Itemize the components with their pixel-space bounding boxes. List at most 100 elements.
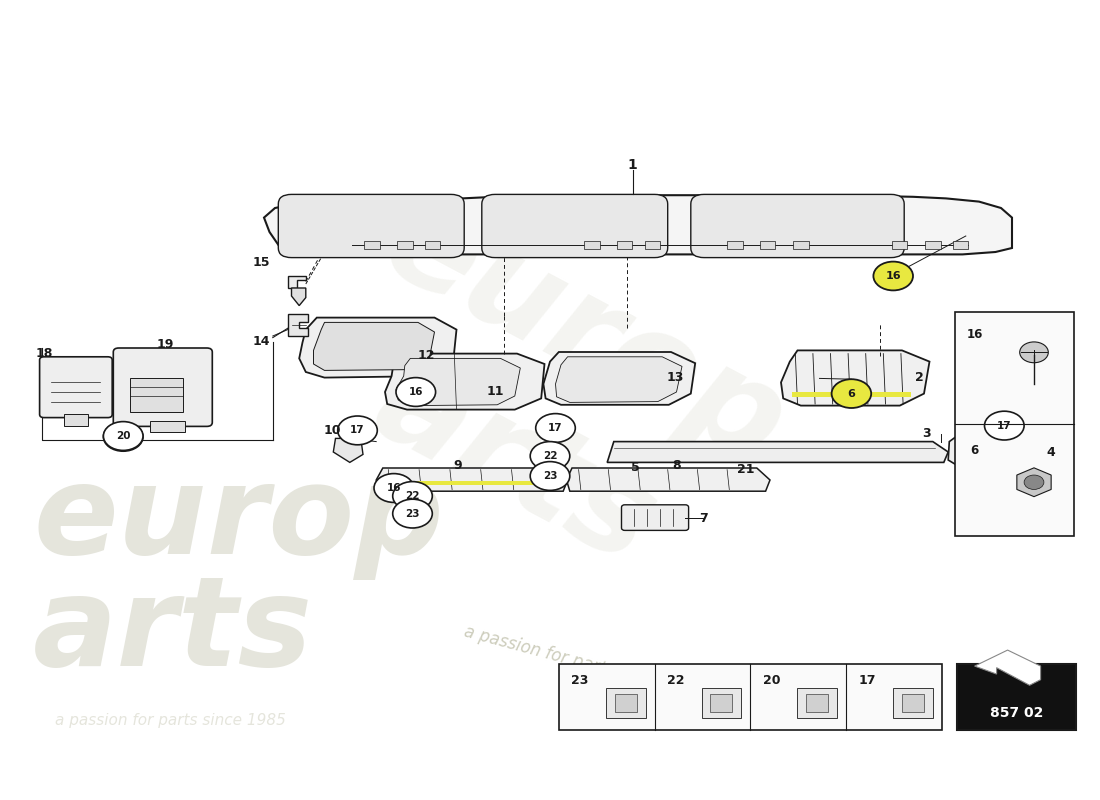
Circle shape [396,378,436,406]
Bar [792,392,911,397]
Polygon shape [607,442,948,462]
Text: 7: 7 [700,512,708,525]
Text: 8: 8 [672,459,681,472]
Text: 12: 12 [418,349,436,362]
Bar [617,241,632,249]
Text: 2: 2 [915,371,924,384]
Bar [892,241,907,249]
Bar [645,241,660,249]
Circle shape [103,422,143,450]
Circle shape [873,262,913,290]
FancyBboxPatch shape [621,505,689,530]
Bar [727,241,742,249]
Circle shape [103,422,143,451]
Bar [798,688,837,718]
Text: 1: 1 [628,158,637,172]
Bar [711,694,733,712]
Text: 23: 23 [405,509,420,518]
Bar [806,694,828,712]
FancyBboxPatch shape [482,194,668,258]
Text: 6: 6 [847,389,856,398]
Text: 6: 6 [970,444,979,458]
Text: 11: 11 [486,385,504,398]
Bar [957,664,1076,730]
Bar [64,414,88,426]
Bar [584,241,600,249]
Circle shape [530,462,570,490]
Polygon shape [314,322,435,370]
Text: 19: 19 [156,338,174,350]
Text: europ
arts: europ arts [294,178,806,622]
Polygon shape [292,288,306,306]
Bar [902,694,924,712]
Polygon shape [396,358,520,406]
Text: 22: 22 [405,491,420,501]
Polygon shape [702,476,757,488]
Text: 3: 3 [922,427,931,440]
Polygon shape [1016,468,1052,497]
Text: 22: 22 [667,674,684,687]
Text: 13: 13 [667,371,684,384]
Text: 17: 17 [350,426,365,435]
Text: 20: 20 [116,431,131,441]
Bar [893,688,933,718]
Text: a passion for parts since 1985: a passion for parts since 1985 [462,623,710,705]
Polygon shape [288,314,308,336]
Polygon shape [264,195,1012,254]
Bar [606,688,646,718]
FancyBboxPatch shape [278,194,464,258]
Circle shape [393,482,432,510]
Bar [955,312,1074,536]
Text: 20: 20 [116,432,131,442]
Text: 16: 16 [886,271,901,281]
Text: 23: 23 [571,674,588,687]
Circle shape [374,474,414,502]
Text: 9: 9 [453,459,462,472]
Text: 22: 22 [542,451,558,461]
Bar [364,241,380,249]
Polygon shape [376,468,568,491]
Bar [702,688,741,718]
Polygon shape [543,352,695,405]
Bar [793,241,808,249]
Text: a passion for parts since 1985: a passion for parts since 1985 [55,713,286,727]
Text: 17: 17 [548,423,563,433]
Circle shape [393,499,432,528]
Polygon shape [556,357,682,402]
Bar [381,481,557,485]
FancyBboxPatch shape [691,194,904,258]
Text: 20: 20 [762,674,780,687]
Circle shape [536,414,575,442]
Text: arts: arts [33,571,314,693]
Polygon shape [288,276,306,288]
Circle shape [984,411,1024,440]
Bar [397,241,412,249]
Bar [425,241,440,249]
Text: 17: 17 [997,421,1012,430]
Text: 14: 14 [253,335,271,348]
Bar [925,241,940,249]
Text: 23: 23 [542,471,558,481]
Polygon shape [385,354,544,410]
Text: 21: 21 [737,463,755,476]
Text: 16: 16 [386,483,402,493]
Text: 4: 4 [1046,446,1055,459]
Text: 17: 17 [858,674,876,687]
Polygon shape [640,474,682,486]
Text: 16: 16 [967,328,982,341]
Polygon shape [781,350,930,406]
Text: 10: 10 [323,424,341,437]
Text: 15: 15 [253,256,271,269]
Circle shape [1020,342,1048,362]
Polygon shape [333,438,363,462]
Bar [130,378,183,412]
Text: 857 02: 857 02 [990,706,1043,720]
Polygon shape [299,318,456,378]
Text: 16: 16 [408,387,424,397]
Bar [150,421,185,432]
Bar [760,241,775,249]
Bar [559,664,942,730]
Text: 18: 18 [35,347,53,360]
Text: 5: 5 [631,461,640,474]
Polygon shape [948,430,1043,476]
